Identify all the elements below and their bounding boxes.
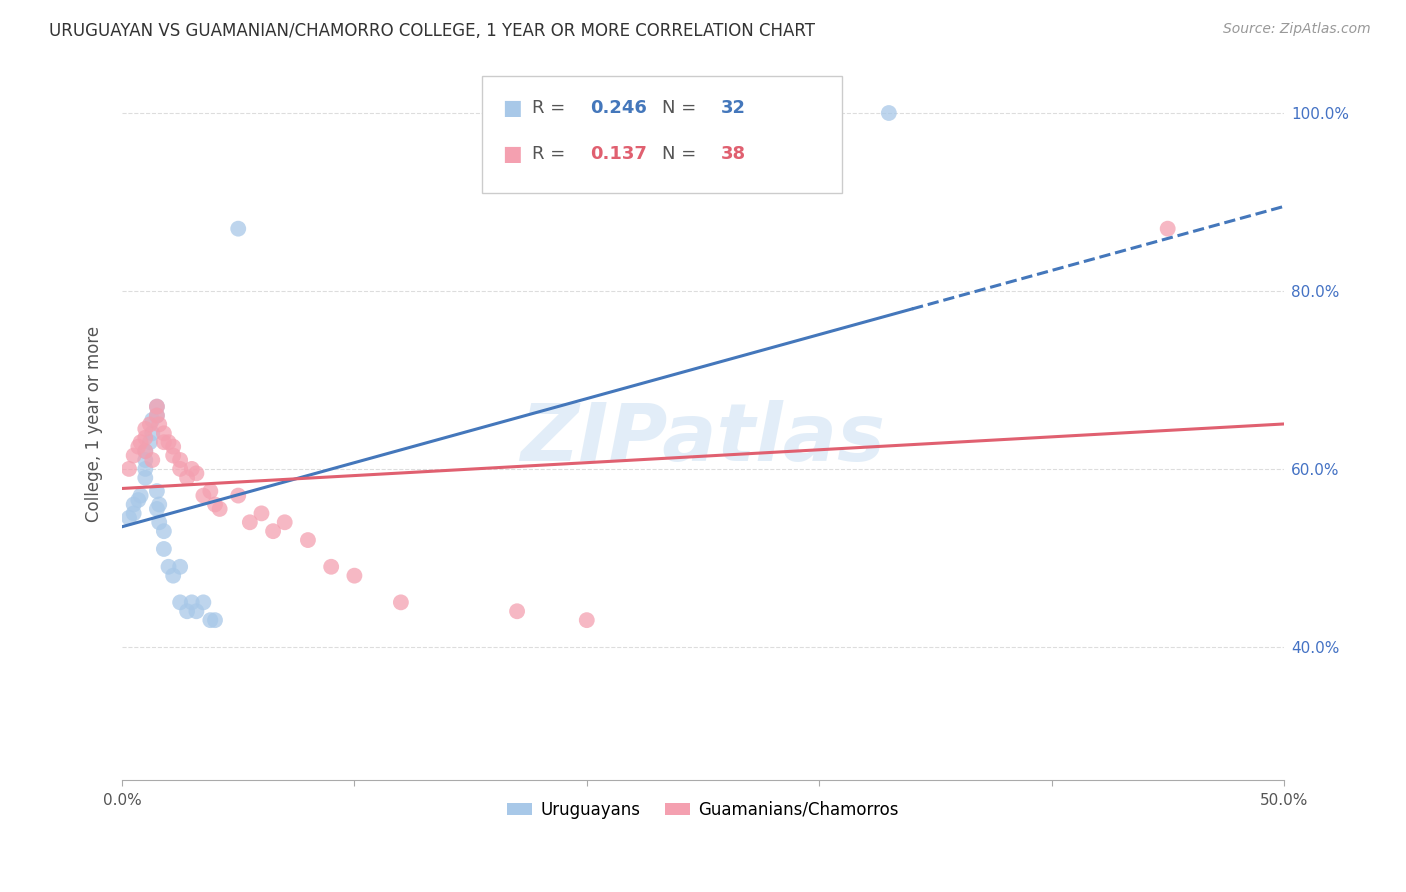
Point	[200, 613, 222, 627]
Point	[157, 559, 180, 574]
Point	[127, 493, 149, 508]
Point	[506, 604, 529, 618]
Point	[877, 106, 900, 120]
Point	[153, 426, 176, 441]
Point	[180, 462, 202, 476]
Point	[139, 417, 162, 432]
Point	[129, 435, 152, 450]
Point	[129, 489, 152, 503]
Point	[343, 568, 366, 582]
Point	[273, 516, 295, 530]
Text: 38: 38	[720, 145, 745, 163]
Point	[226, 489, 249, 503]
Point	[134, 444, 156, 458]
Text: Source: ZipAtlas.com: Source: ZipAtlas.com	[1223, 22, 1371, 37]
Y-axis label: College, 1 year or more: College, 1 year or more	[86, 326, 103, 523]
Point	[134, 462, 156, 476]
Point	[122, 449, 145, 463]
Point	[139, 435, 162, 450]
Point	[146, 502, 169, 516]
Point	[162, 568, 184, 582]
Point	[193, 595, 215, 609]
Point	[146, 409, 169, 423]
Point	[141, 453, 163, 467]
Point	[148, 417, 170, 432]
Point	[297, 533, 319, 547]
Point	[250, 507, 273, 521]
Point	[134, 471, 156, 485]
Point	[122, 498, 145, 512]
Point	[153, 435, 176, 450]
Point	[321, 559, 343, 574]
Text: R =: R =	[533, 145, 576, 163]
Point	[141, 426, 163, 441]
Point	[200, 484, 222, 499]
Text: 32: 32	[720, 99, 745, 117]
Text: 0.246: 0.246	[591, 99, 647, 117]
Point	[134, 453, 156, 467]
Text: N =: N =	[662, 99, 703, 117]
Point	[208, 502, 231, 516]
Text: R =: R =	[533, 99, 571, 117]
Point	[162, 440, 184, 454]
Point	[204, 498, 226, 512]
Point	[1157, 221, 1180, 235]
Point	[389, 595, 412, 609]
Text: ■: ■	[502, 97, 522, 118]
Point	[226, 221, 249, 235]
Point	[169, 559, 191, 574]
Point	[176, 471, 198, 485]
Point	[204, 613, 226, 627]
Point	[118, 462, 141, 476]
Point	[134, 431, 156, 445]
FancyBboxPatch shape	[482, 76, 842, 193]
Point	[180, 595, 202, 609]
Text: 0.137: 0.137	[591, 145, 647, 163]
Point	[153, 524, 176, 538]
Point	[148, 498, 170, 512]
Point	[141, 413, 163, 427]
Point	[169, 595, 191, 609]
Point	[169, 462, 191, 476]
Point	[239, 516, 262, 530]
Point	[193, 489, 215, 503]
Point	[186, 604, 208, 618]
Point	[575, 613, 598, 627]
Legend: Uruguayans, Guamanians/Chamorros: Uruguayans, Guamanians/Chamorros	[501, 794, 905, 825]
Point	[186, 467, 208, 481]
Text: URUGUAYAN VS GUAMANIAN/CHAMORRO COLLEGE, 1 YEAR OR MORE CORRELATION CHART: URUGUAYAN VS GUAMANIAN/CHAMORRO COLLEGE,…	[49, 22, 815, 40]
Point	[134, 444, 156, 458]
Point	[176, 604, 198, 618]
Point	[127, 440, 149, 454]
Point	[162, 449, 184, 463]
Point	[146, 400, 169, 414]
Point	[169, 453, 191, 467]
Point	[157, 435, 180, 450]
Point	[118, 511, 141, 525]
Point	[146, 484, 169, 499]
Point	[122, 507, 145, 521]
Point	[146, 409, 169, 423]
Point	[134, 422, 156, 436]
Text: ■: ■	[502, 144, 522, 164]
Point	[146, 400, 169, 414]
Point	[262, 524, 284, 538]
Point	[153, 541, 176, 556]
Point	[148, 516, 170, 530]
Text: ZIPatlas: ZIPatlas	[520, 400, 886, 477]
Text: N =: N =	[662, 145, 703, 163]
